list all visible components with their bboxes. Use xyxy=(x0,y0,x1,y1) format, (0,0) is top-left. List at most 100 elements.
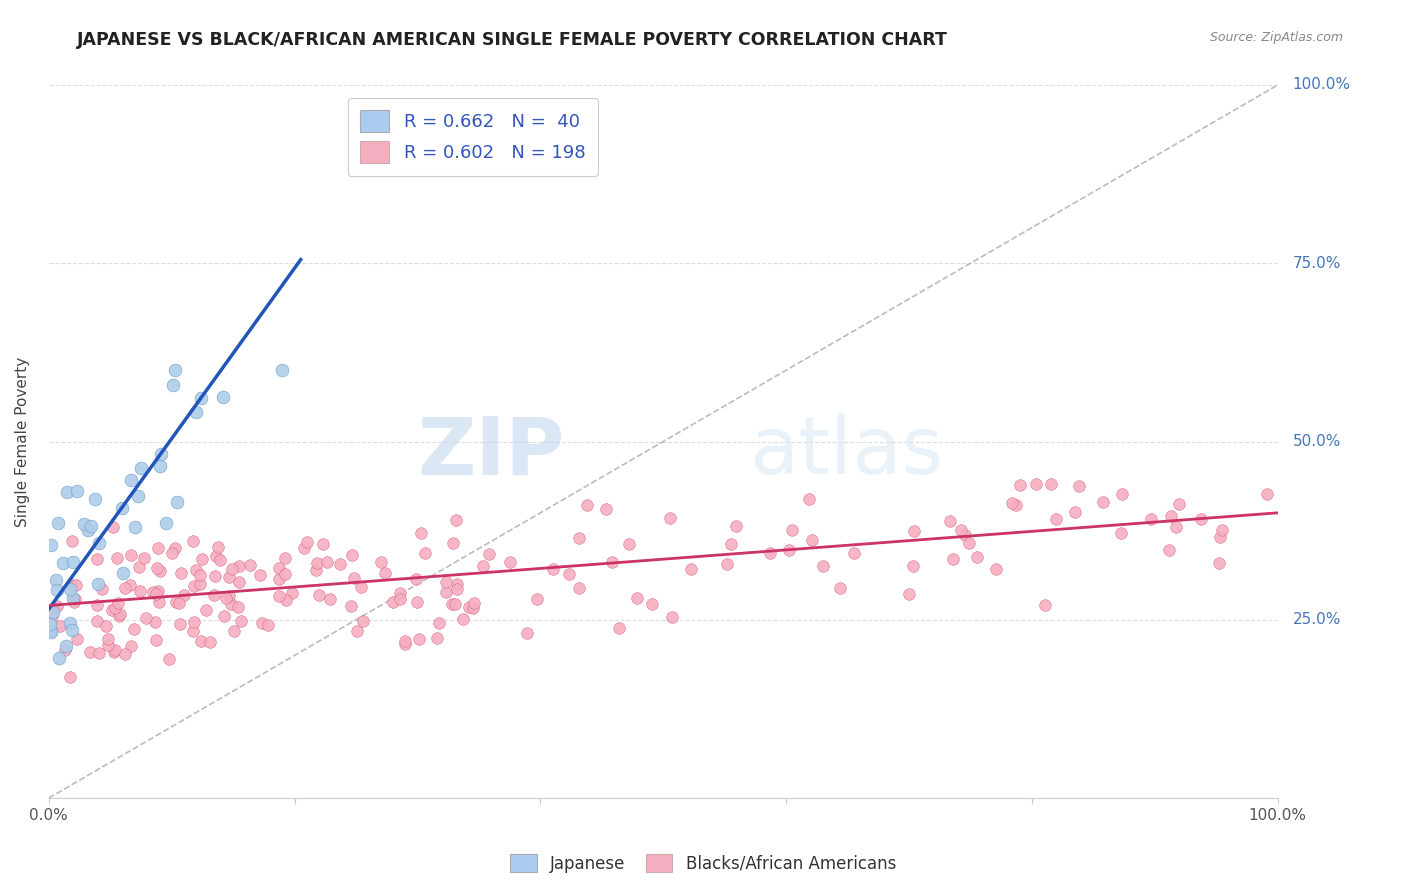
Point xyxy=(1091,494,1114,508)
Point xyxy=(461,600,484,615)
Point xyxy=(132,550,155,565)
Point xyxy=(1033,598,1056,612)
Point xyxy=(759,546,782,560)
Point xyxy=(87,646,110,660)
Point xyxy=(103,645,125,659)
Point xyxy=(55,639,77,653)
Point xyxy=(458,599,481,614)
Point xyxy=(427,615,450,630)
Point xyxy=(679,562,702,576)
Point xyxy=(374,566,396,581)
Point xyxy=(830,581,852,595)
Point xyxy=(120,474,142,488)
Point xyxy=(207,540,229,554)
Point xyxy=(110,607,132,621)
Point xyxy=(659,511,682,525)
Point xyxy=(60,578,83,592)
Point xyxy=(1167,497,1189,511)
Point xyxy=(228,600,250,615)
Point xyxy=(173,588,195,602)
Point xyxy=(145,633,167,648)
Point xyxy=(224,624,246,638)
Point xyxy=(127,489,149,503)
Point xyxy=(66,484,89,499)
Point xyxy=(897,587,920,601)
Point xyxy=(162,378,184,392)
Point xyxy=(273,551,295,566)
Point xyxy=(114,647,136,661)
Point xyxy=(86,598,108,612)
Legend: Japanese, Blacks/African Americans: Japanese, Blacks/African Americans xyxy=(503,847,903,880)
Point xyxy=(440,597,463,611)
Point xyxy=(415,546,437,560)
Point xyxy=(39,617,62,632)
Point xyxy=(155,516,177,531)
Point xyxy=(62,591,84,606)
Point xyxy=(63,591,86,606)
Point xyxy=(101,520,124,534)
Point xyxy=(42,605,65,619)
Point xyxy=(1005,499,1028,513)
Point xyxy=(307,556,329,570)
Point xyxy=(640,597,662,611)
Point xyxy=(111,501,134,516)
Point xyxy=(250,615,273,630)
Point xyxy=(388,592,411,607)
Point xyxy=(86,614,108,628)
Point xyxy=(426,631,449,645)
Point xyxy=(73,516,96,531)
Point xyxy=(186,405,208,419)
Point xyxy=(619,537,641,551)
Point xyxy=(267,561,290,575)
Point xyxy=(146,541,169,556)
Point xyxy=(661,609,683,624)
Point xyxy=(274,566,297,581)
Point xyxy=(229,614,252,628)
Point xyxy=(780,523,803,537)
Point xyxy=(292,541,315,556)
Point xyxy=(166,495,188,509)
Point xyxy=(121,548,143,562)
Point xyxy=(200,635,222,649)
Point xyxy=(271,363,294,377)
Point xyxy=(52,556,75,570)
Point xyxy=(901,558,924,573)
Point xyxy=(249,568,271,582)
Text: 100.0%: 100.0% xyxy=(1292,78,1351,93)
Point xyxy=(135,611,157,625)
Point xyxy=(1208,556,1230,570)
Point xyxy=(409,526,432,541)
Point xyxy=(62,555,84,569)
Text: 75.0%: 75.0% xyxy=(1292,256,1341,270)
Point xyxy=(267,589,290,603)
Point xyxy=(183,615,205,629)
Point xyxy=(942,552,965,566)
Text: 50.0%: 50.0% xyxy=(1292,434,1341,449)
Point xyxy=(181,533,204,548)
Point xyxy=(350,581,373,595)
Point xyxy=(568,581,591,595)
Point xyxy=(725,519,748,533)
Point xyxy=(228,559,250,574)
Point xyxy=(957,536,980,550)
Point xyxy=(87,536,110,550)
Point xyxy=(1045,512,1067,526)
Point xyxy=(276,592,298,607)
Point xyxy=(394,634,416,648)
Y-axis label: Single Female Poverty: Single Female Poverty xyxy=(15,357,30,526)
Point xyxy=(478,547,501,561)
Point xyxy=(104,643,127,657)
Point xyxy=(541,562,564,576)
Point xyxy=(340,599,363,613)
Point xyxy=(842,546,865,560)
Point xyxy=(370,555,392,569)
Point xyxy=(165,594,187,608)
Point xyxy=(212,390,235,404)
Point xyxy=(212,609,235,624)
Point xyxy=(405,572,427,586)
Point xyxy=(183,624,205,639)
Point xyxy=(966,549,988,564)
Text: JAPANESE VS BLACK/AFRICAN AMERICAN SINGLE FEMALE POVERTY CORRELATION CHART: JAPANESE VS BLACK/AFRICAN AMERICAN SINGL… xyxy=(77,31,948,49)
Point xyxy=(1157,542,1180,557)
Point xyxy=(1164,519,1187,533)
